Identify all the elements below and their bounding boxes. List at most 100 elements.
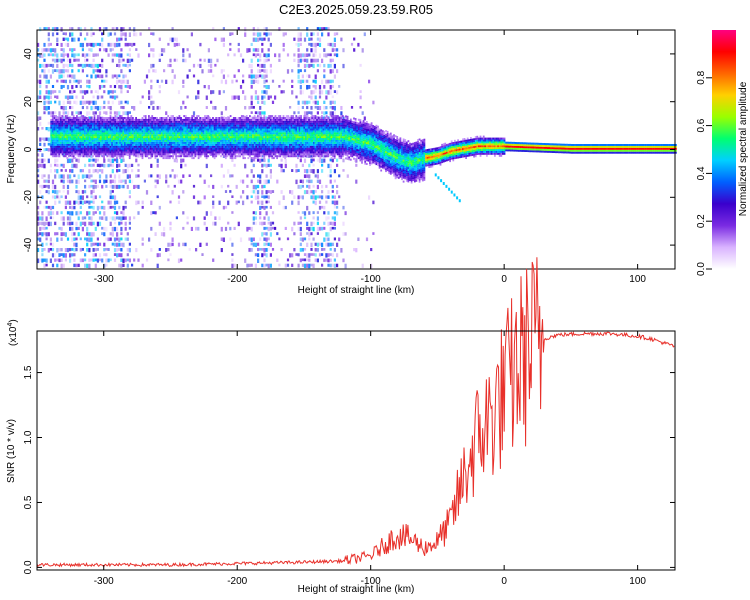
- spectrogram-cell: [39, 27, 42, 32]
- spectrogram-cell: [76, 130, 78, 133]
- spectrogram-cell: [172, 151, 174, 154]
- spectrogram-cell: [213, 151, 216, 154]
- spectrogram-cell: [103, 126, 105, 129]
- spectrogram-cell: [96, 141, 99, 144]
- spectrogram-cell: [51, 134, 54, 137]
- spectrogram-cell: [49, 221, 52, 227]
- spectrogram-cell: [95, 141, 97, 144]
- spectrogram-cell: [119, 118, 121, 121]
- spectrogram-cell: [82, 134, 85, 137]
- spectrogram-cell: [144, 120, 147, 123]
- spectrogram-cell: [81, 221, 84, 225]
- spectrogram-cell: [85, 138, 88, 140]
- spectrogram-cell: [50, 128, 53, 131]
- spectrogram-cell: [135, 248, 138, 253]
- spectrogram-cell: [50, 130, 53, 133]
- spectrogram-cell: [216, 149, 219, 152]
- spectrogram-cell: [111, 117, 113, 119]
- spectrogram-cell: [77, 111, 80, 115]
- spectrogram-cell: [169, 253, 172, 256]
- spectrogram-cell: [117, 145, 120, 148]
- spectrogram-cell: [199, 147, 202, 150]
- spectrogram-cell: [105, 69, 108, 74]
- spectrogram-cell: [170, 118, 173, 121]
- spectrogram-cell: [365, 237, 369, 242]
- spectrogram-cell: [191, 143, 194, 146]
- spectrogram-cell: [267, 221, 270, 225]
- spectrogram-cell: [344, 211, 347, 216]
- spectrogram-cell: [234, 145, 237, 148]
- spectrogram-cell: [231, 136, 234, 139]
- spectrogram-cell: [200, 145, 203, 148]
- spectrogram-cell: [92, 232, 95, 237]
- spectrogram-cell: [244, 117, 246, 119]
- spectrogram-cell: [165, 179, 168, 184]
- spectrogram-cell: [77, 141, 80, 144]
- spectrogram-cell: [84, 117, 86, 119]
- spectrogram-cell: [269, 221, 272, 227]
- spectrogram-cell: [61, 117, 64, 119]
- spectrogram-cell: [295, 95, 298, 99]
- spectrogram-cell: [80, 130, 83, 133]
- spectrogram-cell: [75, 211, 78, 216]
- spectrogram-cell: [246, 195, 249, 200]
- spectrogram-cell: [76, 153, 78, 156]
- spectrogram-cell: [184, 141, 187, 144]
- spectrogram-cell: [84, 120, 86, 123]
- spectrogram-cell: [51, 211, 55, 215]
- spectrogram-cell: [308, 95, 311, 99]
- spectrogram-cell: [63, 120, 65, 123]
- spectrogram-cell: [201, 69, 204, 74]
- spectrogram-cell: [271, 211, 275, 215]
- spectrogram-cell: [210, 130, 213, 133]
- spectrogram-cell: [117, 149, 120, 152]
- spectrogram-cell: [96, 139, 99, 142]
- spectrogram-cell: [323, 211, 326, 215]
- spectrogram-cell: [130, 128, 133, 131]
- spectrogram-cell: [49, 248, 52, 251]
- spectrogram-cell: [84, 136, 86, 139]
- spectrogram-cell: [188, 117, 190, 119]
- spectrogram-cell: [259, 158, 262, 163]
- spectrogram-cell: [165, 153, 168, 156]
- spectrogram-cell: [342, 258, 345, 263]
- spectrogram-cell: [90, 124, 93, 127]
- spectrogram-cell: [210, 58, 213, 64]
- spectrogram-cell: [106, 126, 109, 129]
- spectrogram-cell: [84, 118, 86, 121]
- spectrogram-cell: [138, 134, 141, 137]
- spectrogram-cell: [183, 118, 186, 121]
- spectrogram-cell: [186, 149, 189, 152]
- spectrogram-cell: [271, 79, 275, 83]
- spectrogram-cell: [207, 120, 210, 123]
- spectrogram-cell: [62, 216, 65, 221]
- spectrogram-cell: [144, 124, 147, 127]
- spectrogram-cell: [84, 253, 87, 257]
- spectrogram-cell: [77, 195, 80, 200]
- spectrogram-cell: [73, 100, 76, 104]
- spectrogram-cell: [55, 122, 57, 125]
- spectrogram-cell: [55, 153, 57, 156]
- spectrogram-cell: [111, 195, 114, 200]
- spectrogram-cell: [133, 149, 136, 152]
- spectrogram-cell: [160, 48, 164, 53]
- spectrogram-cell: [336, 263, 339, 268]
- spectrogram-cell: [297, 74, 300, 79]
- spectrogram-cell: [165, 145, 168, 148]
- spectrogram-cell: [208, 120, 211, 123]
- spectrogram-cell: [41, 226, 44, 230]
- spectrogram-cell: [220, 248, 223, 253]
- spectrogram-cell: [84, 58, 87, 63]
- spectrogram-cell: [54, 53, 57, 57]
- spectrogram-cell: [146, 134, 149, 137]
- spectrogram-cell: [220, 69, 223, 74]
- spectrogram-cell: [156, 136, 158, 139]
- spectrogram-cell: [116, 151, 118, 154]
- spectrogram-cell: [192, 128, 195, 131]
- spectrogram-cell: [116, 155, 118, 158]
- spectrogram-cell: [51, 63, 55, 68]
- spectrogram-cell: [210, 139, 213, 142]
- spectrogram-cell: [94, 90, 97, 93]
- spectrogram-cell: [263, 263, 266, 268]
- spectrogram-cell: [112, 122, 115, 125]
